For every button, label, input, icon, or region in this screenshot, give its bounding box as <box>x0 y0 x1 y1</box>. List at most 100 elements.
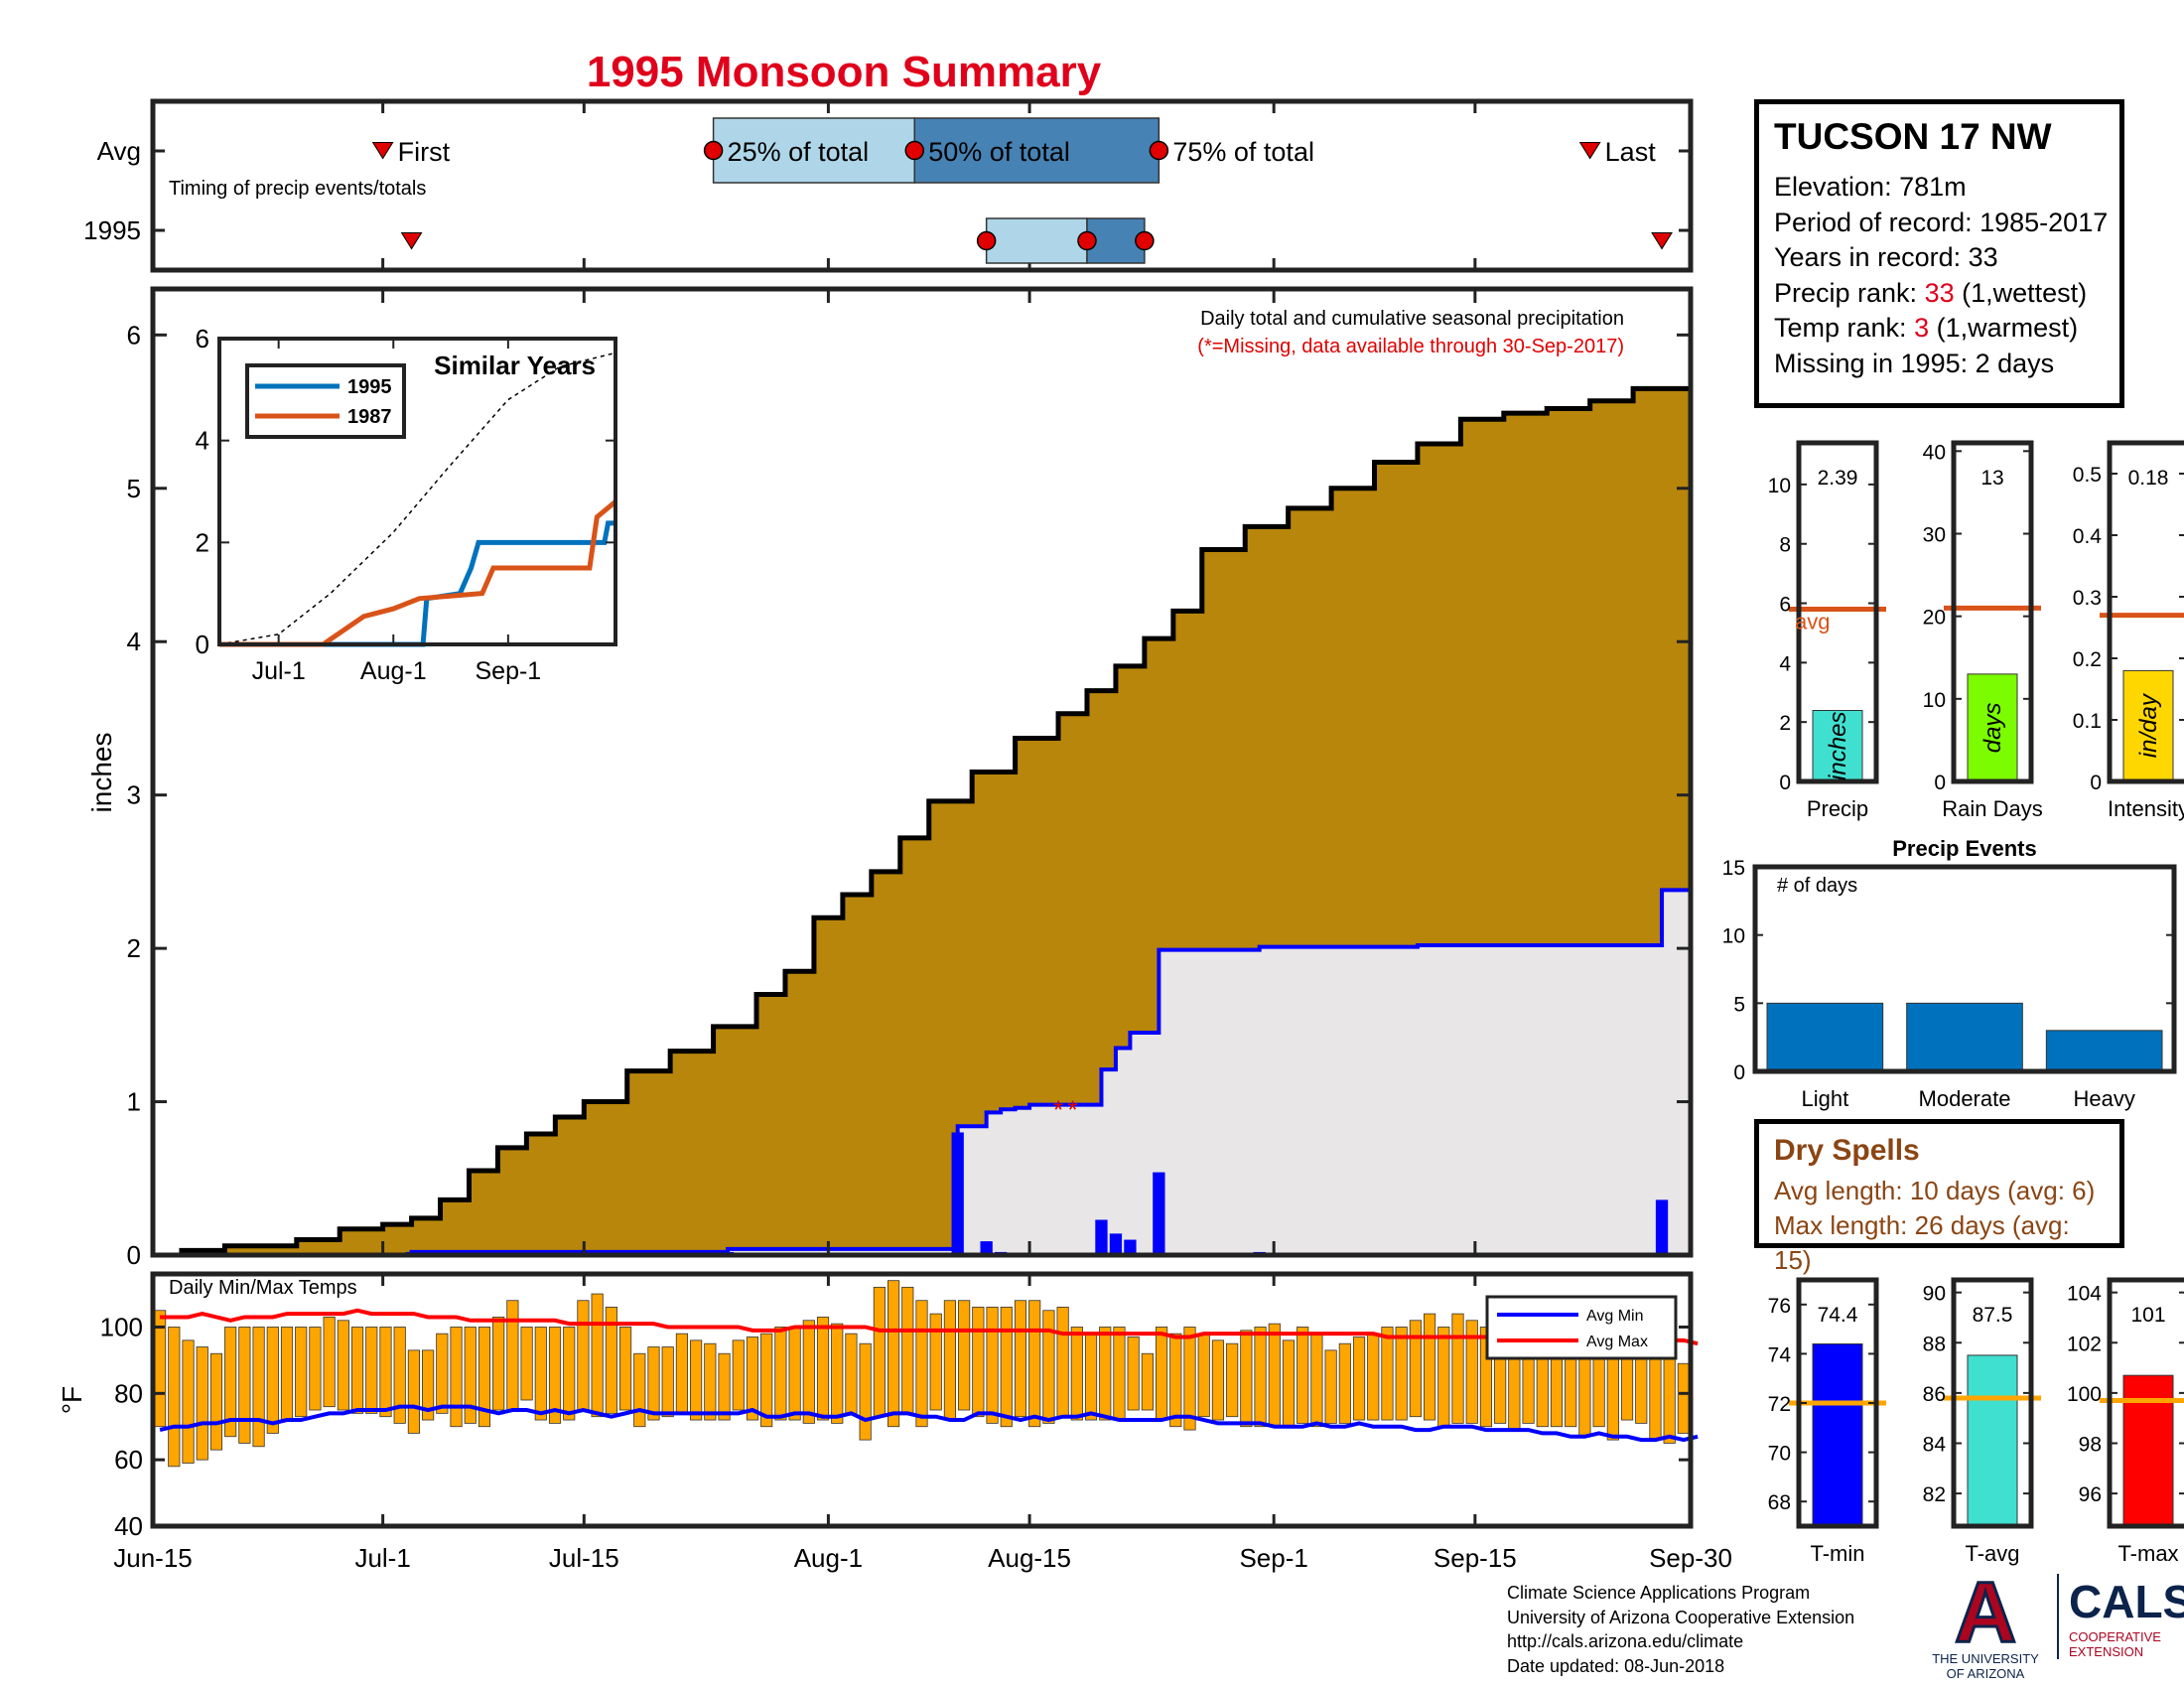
temp-range-bar <box>350 1327 364 1414</box>
precip-summary-ytick-label: 4 <box>1779 652 1791 675</box>
temp-range-bar <box>647 1346 660 1421</box>
temps-xtick-label: Aug-1 <box>794 1543 863 1573</box>
temp-summary-category-label: T-min <box>1811 1541 1865 1566</box>
temp-rank: Temp rank: 3 (1,warmest) <box>1774 311 2105 347</box>
temps-legend-label: Avg Min <box>1586 1308 1644 1325</box>
cumulative-ytick-label: 1 <box>127 1087 141 1117</box>
precip-events-title: Precip Events <box>1892 836 2037 861</box>
precip-events-bar-moderate <box>1906 1002 2023 1072</box>
temp-range-bar <box>618 1327 632 1411</box>
temp-range-bar <box>436 1333 449 1414</box>
timing-label-p75: 75% of total <box>1172 137 1314 167</box>
temp-range-bar <box>1240 1330 1253 1428</box>
temp-range-bar <box>605 1307 617 1414</box>
temp-range-bar <box>845 1333 858 1414</box>
temp-range-bar <box>788 1327 801 1421</box>
temp-range-bar <box>238 1327 251 1444</box>
cumulative-ytick-label: 2 <box>127 933 141 963</box>
daily-precip-bar <box>1095 1219 1108 1255</box>
timing-year-box-lower <box>985 217 1088 264</box>
precip-events-category-label: Heavy <box>2073 1086 2134 1111</box>
temp-range-bar <box>929 1313 942 1411</box>
temp-range-bar <box>958 1300 971 1411</box>
temp-range-bar <box>774 1327 787 1421</box>
temp-range-bar <box>266 1327 279 1434</box>
temp-summary-bar-t-max <box>2122 1374 2174 1527</box>
inset-xtick-label: Sep-1 <box>476 657 542 685</box>
temp-range-bar <box>280 1327 294 1421</box>
cumulative-ytick-label: 0 <box>127 1240 141 1270</box>
temp-range-bar <box>1310 1333 1323 1428</box>
timing-avg-marker-p25 <box>703 140 724 161</box>
temp-range-bar <box>1169 1333 1182 1428</box>
precip-events-bar-light <box>1766 1002 1884 1072</box>
dry-spells-avg: Avg length: 10 days (avg: 6) <box>1774 1176 2096 1205</box>
cumulative-ytick-label: 3 <box>127 780 141 810</box>
station-elevation: Elevation: 781m <box>1774 172 1967 202</box>
timing-year-triangle-last <box>1651 232 1673 250</box>
precip-summary-value-label: 2.39 <box>1818 467 1858 490</box>
temp-range-bar <box>182 1339 195 1464</box>
precip-summary-unit-label: days <box>1979 703 2006 754</box>
temps-xtick-label: Sep-1 <box>1239 1543 1307 1573</box>
temp-range-bar <box>972 1307 985 1418</box>
precip-rank-label: Precip rank: <box>1774 277 1925 308</box>
precip-summary-ytick-label: 0 <box>2090 772 2102 794</box>
temp-summary-ytick-label: 72 <box>1768 1393 1791 1416</box>
temp-summary-ytick-label: 90 <box>1923 1283 1946 1306</box>
dry-spells-title: Dry Spells <box>1774 1134 1920 1167</box>
precip-events-ytick-label: 0 <box>1733 1061 1745 1084</box>
temp-range-bar <box>548 1327 562 1424</box>
temp-summary-category-label: T-max <box>2117 1541 2178 1566</box>
temp-rank-value: 3 <box>1914 313 1930 343</box>
temp-range-bar <box>209 1352 223 1451</box>
precip-summary-ytick-label: 30 <box>1923 523 1946 546</box>
temp-range-bar <box>1000 1307 1013 1428</box>
avg-min-line <box>159 1404 1699 1443</box>
temps-legend-box <box>1485 1295 1678 1360</box>
cals-logo-text: COOPERATIVE <box>2069 1629 2161 1644</box>
temp-range-bar <box>718 1352 731 1421</box>
precip-summary-ytick-label: 6 <box>1779 594 1791 617</box>
temps-xtick-label: Sep-30 <box>1649 1543 1732 1573</box>
temps-ylabel: °F <box>57 1386 87 1414</box>
temp-range-bar <box>986 1307 999 1424</box>
temps-xtick-label: Sep-15 <box>1433 1543 1517 1573</box>
temp-range-bar <box>1099 1327 1112 1421</box>
temp-range-bar <box>1254 1327 1267 1428</box>
temp-range-bar <box>901 1286 914 1414</box>
temp-range-bar <box>1437 1327 1450 1428</box>
temp-range-bar <box>760 1333 773 1428</box>
cals-logo-text: EXTENSION <box>2069 1644 2144 1659</box>
temp-summary-ytick-label: 76 <box>1768 1295 1791 1318</box>
timing-avg-marker-p50 <box>904 140 925 161</box>
temp-range-bar <box>690 1339 703 1421</box>
precip-events-bar-heavy <box>2045 1030 2163 1072</box>
temp-summary-ytick-label: 68 <box>1768 1491 1791 1514</box>
temp-range-bar <box>591 1293 604 1418</box>
temp-range-bar <box>1056 1307 1069 1418</box>
precip-events-ytick-label: 15 <box>1722 857 1745 880</box>
temp-range-bar <box>506 1300 519 1411</box>
temp-range-bar <box>887 1280 900 1428</box>
temps-frame <box>150 1271 1694 1529</box>
timing-row-label: Avg <box>97 136 141 166</box>
temp-range-bar <box>464 1327 477 1424</box>
timing-frame <box>150 98 1694 273</box>
precip-summary-category-label: Rain Days <box>1942 796 2042 821</box>
precip-summary-ytick-label: 0.5 <box>2073 464 2102 487</box>
timing-annotation: Timing of precip events/totals <box>169 178 426 200</box>
temps-ytick-label: 80 <box>114 1378 143 1408</box>
inset-ytick-label: 4 <box>196 426 209 456</box>
inset-ytick-label: 6 <box>196 324 209 353</box>
inset-legend-label: 1995 <box>347 376 392 398</box>
temps-xtick-label: Jul-1 <box>354 1543 410 1573</box>
timing-row-label: 1995 <box>83 215 141 245</box>
station-period: Period of record: 1985-2017 <box>1774 207 2109 237</box>
precip-events-annotation: # of days <box>1777 875 1857 897</box>
university-logo-mark: A <box>1953 1565 2017 1660</box>
cumulative-ytick-label: 6 <box>127 320 141 350</box>
temp-range-bar <box>1197 1333 1210 1418</box>
temp-summary-value-label: 87.5 <box>1973 1304 2013 1327</box>
temps-ytick-label: 100 <box>100 1312 143 1341</box>
